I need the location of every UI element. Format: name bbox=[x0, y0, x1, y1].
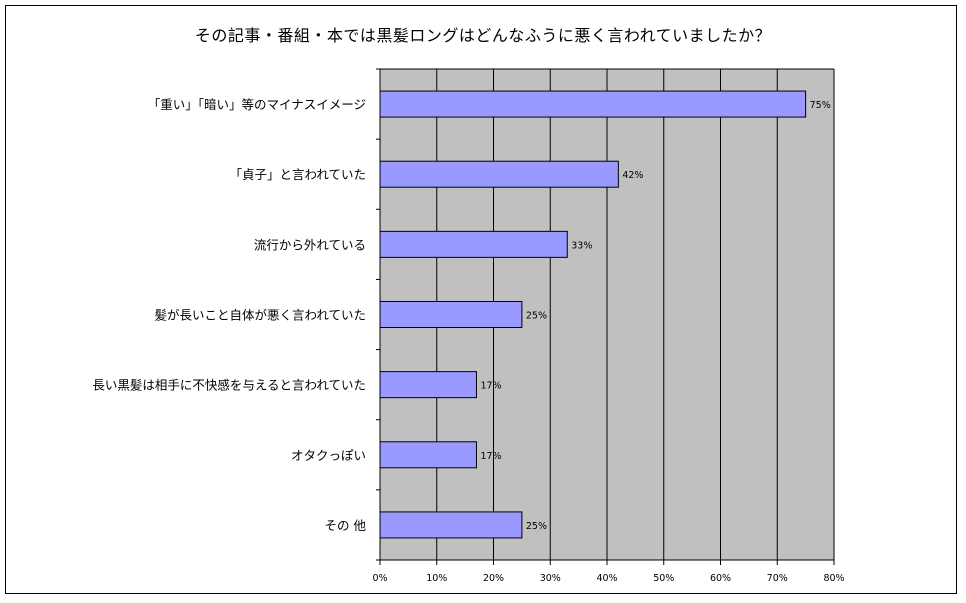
bar bbox=[379, 371, 477, 399]
data-label: 25% bbox=[526, 311, 547, 322]
category-label: 流行から外れている bbox=[254, 237, 366, 252]
x-tick-label: 50% bbox=[653, 573, 674, 584]
bar bbox=[379, 160, 619, 188]
data-label: 42% bbox=[622, 170, 643, 181]
data-label: 33% bbox=[571, 240, 592, 251]
bar bbox=[379, 511, 523, 539]
category-label: 長い黒髪は相手に不快感を与えると言われていた bbox=[92, 378, 366, 393]
category-label: オタクっぽい bbox=[291, 448, 366, 463]
bar bbox=[379, 301, 523, 328]
x-tick-label: 70% bbox=[767, 573, 788, 584]
bar bbox=[379, 441, 477, 469]
category-label: その 他 bbox=[325, 518, 367, 533]
x-tick-label: 40% bbox=[596, 573, 617, 584]
category-label: 「貞子」と言われていた bbox=[229, 167, 366, 182]
x-tick-label: 30% bbox=[540, 573, 561, 584]
data-label: 25% bbox=[526, 521, 547, 532]
category-label: 髪が長いこと自体が悪く言われていた bbox=[154, 308, 366, 323]
data-label: 17% bbox=[480, 451, 501, 462]
bar bbox=[379, 230, 568, 258]
x-tick-label: 10% bbox=[426, 573, 447, 584]
data-label: 17% bbox=[480, 381, 501, 392]
chart-frame bbox=[5, 5, 957, 594]
category-label: 「重い」「暗い」等のマイナスイメージ bbox=[148, 97, 366, 112]
chart-title: その記事・番組・本では黒髪ロングはどんなふうに悪く言われていましたか？ bbox=[194, 26, 772, 45]
x-tick-label: 80% bbox=[823, 573, 844, 584]
x-tick-label: 0% bbox=[372, 573, 387, 584]
data-label: 75% bbox=[810, 100, 831, 111]
bar bbox=[379, 90, 807, 118]
x-tick-label: 60% bbox=[710, 573, 731, 584]
x-tick-label: 20% bbox=[483, 573, 504, 584]
